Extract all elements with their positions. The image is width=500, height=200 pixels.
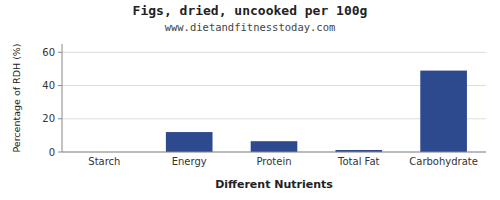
y-tick bbox=[58, 118, 62, 119]
y-axis-label: Percentage of RDH (%) bbox=[11, 43, 22, 152]
bars bbox=[166, 71, 467, 152]
x-tick-label: Protein bbox=[256, 156, 291, 167]
bar bbox=[420, 71, 467, 152]
y-tick bbox=[58, 85, 62, 86]
y-tick-label: 60 bbox=[42, 47, 55, 58]
grid-line bbox=[62, 52, 486, 53]
y-axis-line bbox=[62, 44, 63, 152]
x-tick-label: Energy bbox=[172, 156, 207, 167]
y-tick-label: 20 bbox=[42, 113, 55, 124]
y-tick-label: 0 bbox=[49, 147, 55, 158]
grid-line bbox=[62, 152, 486, 153]
y-tick-label: 40 bbox=[42, 80, 55, 91]
x-tick-label: Carbohydrate bbox=[409, 156, 478, 167]
chart-container: Figs, dried, uncooked per 100g www.dietan… bbox=[0, 0, 500, 200]
bar bbox=[251, 141, 298, 152]
y-tick bbox=[58, 152, 62, 153]
grid bbox=[62, 52, 486, 152]
bar bbox=[166, 132, 213, 152]
y-tick bbox=[58, 52, 62, 53]
y-axis: 0 20 40 60 bbox=[42, 44, 62, 158]
title: Figs, dried, uncooked per 100g bbox=[133, 3, 368, 18]
subtitle: www.dietandfitnesstoday.com bbox=[165, 21, 336, 33]
x-tick-label: Total Fat bbox=[337, 156, 379, 167]
x-axis: Starch Energy Protein Total Fat Carbohydrate bbox=[62, 152, 486, 167]
chart: Figs, dried, uncooked per 100g www.dietan… bbox=[0, 0, 500, 200]
x-tick-label: Starch bbox=[88, 156, 120, 167]
x-axis-line bbox=[62, 152, 486, 153]
x-axis-label: Different Nutrients bbox=[215, 178, 333, 191]
